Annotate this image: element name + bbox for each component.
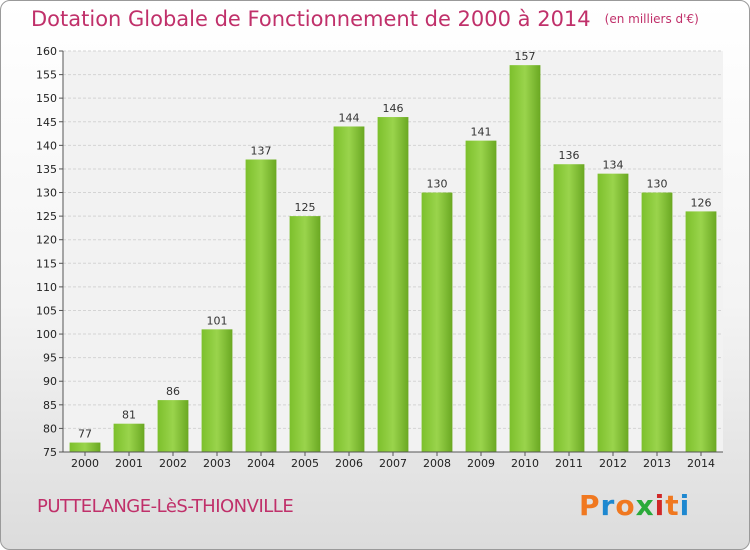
x-tick-label: 2013 <box>643 457 671 470</box>
x-tick-label: 2008 <box>423 457 451 470</box>
logo-letter: x <box>635 489 655 522</box>
y-tick-label: 135 <box>36 163 57 176</box>
y-tick-label: 160 <box>36 45 57 58</box>
data-label: 101 <box>207 314 228 327</box>
bar-2011 <box>553 164 585 453</box>
axes: 75 80 85 90 95 100 105 110 115 120 125 130 135 140 145… <box>36 45 723 470</box>
data-label: 136 <box>559 149 580 162</box>
data-label: 77 <box>78 428 92 441</box>
bar-2009 <box>465 140 497 452</box>
y-tick-label: 145 <box>36 116 57 129</box>
unit-label: (en milliers d'€) <box>604 12 699 26</box>
data-label: 130 <box>427 178 448 191</box>
y-tick-label: 115 <box>36 257 57 270</box>
y-tick-label: 110 <box>36 281 57 294</box>
y-tick-label: 100 <box>36 328 57 341</box>
y-tick-label: 140 <box>36 139 57 152</box>
x-tick-label: 2004 <box>247 457 275 470</box>
logo-letter: r <box>600 489 616 522</box>
bar-2001 <box>113 423 145 452</box>
data-label: 144 <box>339 111 360 124</box>
logo-letter: t <box>665 489 680 522</box>
data-label: 125 <box>295 201 316 214</box>
data-label: 137 <box>251 145 272 158</box>
bar-2008 <box>421 192 453 452</box>
logo-letter: o <box>615 489 636 522</box>
y-tick-label: 120 <box>36 234 57 247</box>
y-tick-label: 80 <box>43 422 57 435</box>
bar-2013 <box>641 192 673 452</box>
bar-2000 <box>69 442 101 452</box>
data-label: 126 <box>691 196 712 209</box>
x-tick-label: 2010 <box>511 457 539 470</box>
x-tick-label: 2006 <box>335 457 363 470</box>
bar-2004 <box>245 159 277 452</box>
logo-letter: P <box>579 489 601 522</box>
commune-name: PUTTELANGE-LèS-THIONVILLE <box>37 496 294 517</box>
y-tick-label: 75 <box>43 446 57 459</box>
bar-2010 <box>509 65 541 452</box>
data-label: 141 <box>471 126 492 139</box>
y-tick-label: 125 <box>36 210 57 223</box>
y-tick-label: 130 <box>36 187 57 200</box>
logo-letter: i <box>679 489 691 522</box>
x-tick-label: 2009 <box>467 457 495 470</box>
x-tick-label: 2007 <box>379 457 407 470</box>
data-label: 86 <box>166 385 180 398</box>
y-tick-label: 90 <box>43 375 57 388</box>
x-tick-label: 2000 <box>71 457 99 470</box>
x-tick-label: 2003 <box>203 457 231 470</box>
data-label: 81 <box>122 409 136 422</box>
x-tick-label: 2001 <box>115 457 143 470</box>
data-label: 134 <box>603 159 624 172</box>
x-tick-label: 2005 <box>291 457 319 470</box>
bar-2012 <box>597 173 629 453</box>
logo-letter: i <box>654 489 666 522</box>
y-tick-label: 155 <box>36 69 57 82</box>
x-tick-label: 2011 <box>555 457 583 470</box>
data-label: 157 <box>515 50 536 63</box>
x-tick-label: 2012 <box>599 457 627 470</box>
bar-2006 <box>333 126 365 452</box>
bar-2005 <box>289 216 321 452</box>
y-tick-label: 85 <box>43 399 57 412</box>
bar-2002 <box>157 400 189 452</box>
data-label: 130 <box>647 178 668 191</box>
bar-2003 <box>201 329 233 452</box>
bar-2007 <box>377 117 409 452</box>
x-tick-label: 2014 <box>687 457 715 470</box>
data-label: 146 <box>383 102 404 115</box>
y-tick-label: 105 <box>36 304 57 317</box>
y-tick-label: 150 <box>36 92 57 105</box>
x-tick-label: 2002 <box>159 457 187 470</box>
chart-title: Dotation Globale de Fonctionnement de 20… <box>31 7 699 31</box>
bars: 77 81 86 101 137 125 144 146 130 141 157 136 134 130 1… <box>69 50 717 453</box>
y-tick-label: 95 <box>43 352 57 365</box>
bar-2014 <box>685 211 717 452</box>
proxiti-logo: Proxiti <box>579 489 690 522</box>
